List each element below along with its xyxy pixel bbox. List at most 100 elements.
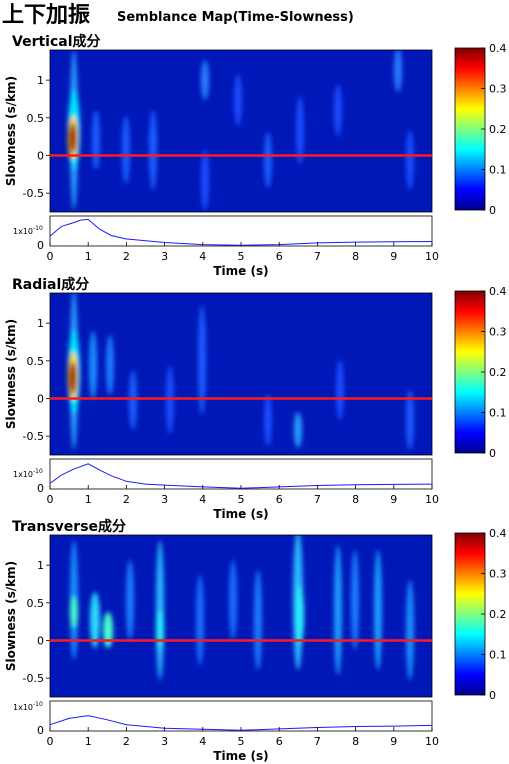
x-tick-label: 4 (199, 250, 206, 263)
heatmap-ridge (229, 560, 237, 640)
y-tick-label: -0.5 (23, 187, 44, 200)
heatmap-peak (69, 362, 77, 394)
x-tick-label: 3 (161, 735, 168, 748)
heatmap-ridge (156, 610, 164, 650)
colorbar-tick-label: 0 (489, 689, 496, 702)
heatmap-ridge (129, 370, 137, 430)
envelope-line (49, 463, 433, 489)
envelope-ytick-zero: 0 (37, 724, 44, 737)
heatmap-radial (50, 293, 432, 455)
colorbar-tick-label: 0.1 (489, 164, 507, 177)
heatmap-frame (49, 534, 433, 698)
x-tick-label: 6 (276, 250, 283, 263)
heatmap-vertical (50, 50, 432, 212)
heatmap-ridge (198, 305, 206, 415)
heatmap-ridge (90, 592, 100, 648)
x-tick-label: 9 (390, 735, 397, 748)
y-tick-label: 0.5 (27, 355, 45, 368)
panel-radial: Radial成分 -0.5 0 0.5 1 Slowness (s/km) (4, 276, 507, 521)
x-tick-label: 5 (238, 735, 245, 748)
colorbar-tick-label: 0 (489, 204, 496, 217)
x-tick-label: 7 (314, 735, 321, 748)
heatmap-ridge (166, 366, 174, 434)
x-tick-label: 0 (47, 250, 54, 263)
heatmap-ridge (294, 412, 302, 448)
x-tick-label: 1 (85, 735, 92, 748)
colorbar (454, 290, 486, 454)
x-tick-label: 2 (123, 735, 130, 748)
x-tick-label: 7 (314, 493, 321, 506)
heatmap-ridge (201, 150, 209, 210)
x-tick-label: 5 (238, 493, 245, 506)
y-tick-label: 1 (37, 74, 44, 87)
heatmap-transverse (50, 535, 432, 697)
x-tick-label: 9 (390, 250, 397, 263)
heatmap-ridge (296, 96, 304, 164)
colorbar-tick-label: 0.1 (489, 407, 507, 420)
x-tick-label: 10 (425, 735, 439, 748)
colorbar-tick-label: 0.3 (489, 326, 507, 339)
x-tick-label: 3 (161, 493, 168, 506)
x-tick-label: 8 (352, 735, 359, 748)
x-tick-label: 10 (425, 493, 439, 506)
heatmap-ridge (264, 394, 272, 446)
heatmap-ridge (406, 580, 414, 680)
heatmap-ridge (406, 130, 414, 190)
x-tick-label: 10 (425, 250, 439, 263)
y-tick-label: 0 (37, 634, 44, 647)
heatmap-ridge (334, 545, 342, 675)
panel-title-radial: Radial成分 (12, 276, 89, 293)
heatmap-ridge (103, 612, 113, 648)
heatmap-ridge (296, 585, 304, 645)
colorbar (454, 532, 486, 696)
envelope-ytick-zero: 0 (37, 239, 44, 252)
x-tick-label: 1 (85, 493, 92, 506)
heatmap-ridge (126, 560, 134, 640)
x-tick-label: 6 (276, 735, 283, 748)
colorbar-tick-label: 0.4 (489, 527, 507, 540)
y-tick-label: 0.5 (27, 112, 45, 125)
x-tick-label: 2 (123, 493, 130, 506)
envelope-ytick: 1x10-10 (13, 701, 43, 712)
heatmap-ridge (264, 132, 272, 188)
y-tick-label: -0.5 (23, 430, 44, 443)
panel-vertical: Vertical成分 (4, 33, 507, 278)
heatmap-ridge (106, 335, 114, 395)
x-axis-label: Time (s) (213, 264, 268, 278)
panel-transverse: Transverse成分 (4, 518, 507, 763)
x-tick-label: 8 (352, 493, 359, 506)
envelope-ytick-zero: 0 (37, 482, 44, 495)
x-tick-label: 0 (47, 735, 54, 748)
x-tick-label: 8 (352, 250, 359, 263)
colorbar (454, 47, 486, 211)
x-tick-label: 0 (47, 493, 54, 506)
x-tick-label: 4 (199, 735, 206, 748)
heatmap-ridge (201, 60, 209, 100)
envelope-frame (49, 215, 433, 247)
y-tick-label: 0.5 (27, 597, 45, 610)
panel-title-vertical: Vertical成分 (12, 33, 101, 50)
x-tick-label: 2 (123, 250, 130, 263)
y-tick-label: 0 (37, 149, 44, 162)
heatmap-frame (49, 49, 433, 213)
y-tick-label: -0.5 (23, 672, 44, 685)
heatmap-ridge (234, 74, 242, 126)
colorbar-tick-label: 0.4 (489, 285, 507, 298)
x-tick-label: 3 (161, 250, 168, 263)
heatmap-ridge (149, 110, 157, 190)
heatmap-ridge (406, 390, 414, 450)
heatmap-ridge (196, 575, 204, 665)
x-tick-label: 6 (276, 493, 283, 506)
heatmap-ridge (70, 596, 78, 628)
heatmap-ridge (254, 570, 262, 670)
heatmap-ridge (394, 50, 402, 92)
heatmap-peak (69, 123, 77, 153)
figure-subtitle: Semblance Map(Time-Slowness) (117, 10, 354, 25)
heatmap-frame (49, 292, 433, 456)
colorbar-tick-label: 0.2 (489, 608, 507, 621)
y-axis-label: Slowness (s/km) (4, 319, 18, 429)
colorbar-tick-label: 0.4 (489, 42, 507, 55)
heatmap-ridge (92, 110, 100, 170)
heatmap-ridge (334, 84, 342, 136)
